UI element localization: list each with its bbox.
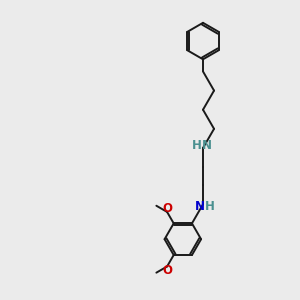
Text: O: O <box>162 202 172 215</box>
Text: O: O <box>162 263 172 277</box>
Text: H: H <box>205 200 214 213</box>
Text: H: H <box>192 140 202 152</box>
Text: N: N <box>202 140 212 152</box>
Text: N: N <box>194 200 205 213</box>
